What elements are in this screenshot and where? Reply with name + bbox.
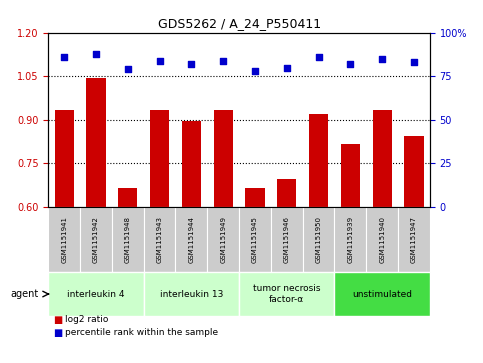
Point	[410, 60, 418, 65]
Text: log2 ratio: log2 ratio	[65, 315, 109, 324]
Text: GSM1151944: GSM1151944	[188, 216, 194, 263]
Text: GSM1151941: GSM1151941	[61, 216, 67, 263]
Title: GDS5262 / A_24_P550411: GDS5262 / A_24_P550411	[157, 17, 321, 30]
Point	[219, 58, 227, 64]
Bar	[239, 272, 334, 316]
Bar	[398, 207, 430, 272]
Point	[251, 68, 259, 74]
Text: GSM1151948: GSM1151948	[125, 216, 131, 263]
Text: GSM1151949: GSM1151949	[220, 216, 226, 263]
Text: ■: ■	[53, 315, 62, 325]
Text: unstimulated: unstimulated	[352, 290, 412, 298]
Text: GSM1151942: GSM1151942	[93, 216, 99, 263]
Bar	[144, 207, 175, 272]
Bar	[55, 110, 74, 207]
Text: GSM1151939: GSM1151939	[347, 216, 354, 263]
Bar	[239, 207, 271, 272]
Bar	[182, 121, 201, 207]
Bar	[48, 207, 80, 272]
Bar	[373, 110, 392, 207]
Bar	[48, 272, 144, 316]
Bar	[309, 114, 328, 207]
Bar	[277, 179, 297, 207]
Bar	[335, 272, 430, 316]
Bar	[118, 188, 137, 207]
Bar	[341, 144, 360, 207]
Bar	[271, 207, 303, 272]
Point	[124, 66, 132, 72]
Point	[92, 51, 100, 57]
Bar	[112, 207, 144, 272]
Bar	[366, 207, 398, 272]
Point	[187, 61, 195, 67]
Point	[315, 54, 323, 60]
Text: GSM1151947: GSM1151947	[411, 216, 417, 263]
Text: GSM1151946: GSM1151946	[284, 216, 290, 263]
Bar	[86, 78, 106, 207]
Text: interleukin 4: interleukin 4	[67, 290, 125, 298]
Point	[378, 56, 386, 62]
Bar	[207, 207, 239, 272]
Point	[156, 58, 163, 64]
Bar	[175, 207, 207, 272]
Point	[346, 61, 354, 67]
Text: GSM1151943: GSM1151943	[156, 216, 163, 263]
Bar	[213, 110, 233, 207]
Text: ■: ■	[53, 327, 62, 338]
Point	[60, 54, 68, 60]
Bar	[245, 188, 265, 207]
Bar	[80, 207, 112, 272]
Bar	[150, 110, 169, 207]
Text: percentile rank within the sample: percentile rank within the sample	[65, 328, 218, 337]
Text: GSM1151945: GSM1151945	[252, 216, 258, 263]
Text: interleukin 13: interleukin 13	[160, 290, 223, 298]
Bar	[303, 207, 335, 272]
Text: agent: agent	[11, 289, 39, 299]
Bar	[144, 272, 239, 316]
Text: GSM1151940: GSM1151940	[379, 216, 385, 263]
Text: GSM1151950: GSM1151950	[315, 216, 322, 263]
Bar	[404, 136, 424, 207]
Text: tumor necrosis
factor-α: tumor necrosis factor-α	[253, 284, 321, 304]
Point	[283, 65, 291, 70]
Bar	[335, 207, 366, 272]
